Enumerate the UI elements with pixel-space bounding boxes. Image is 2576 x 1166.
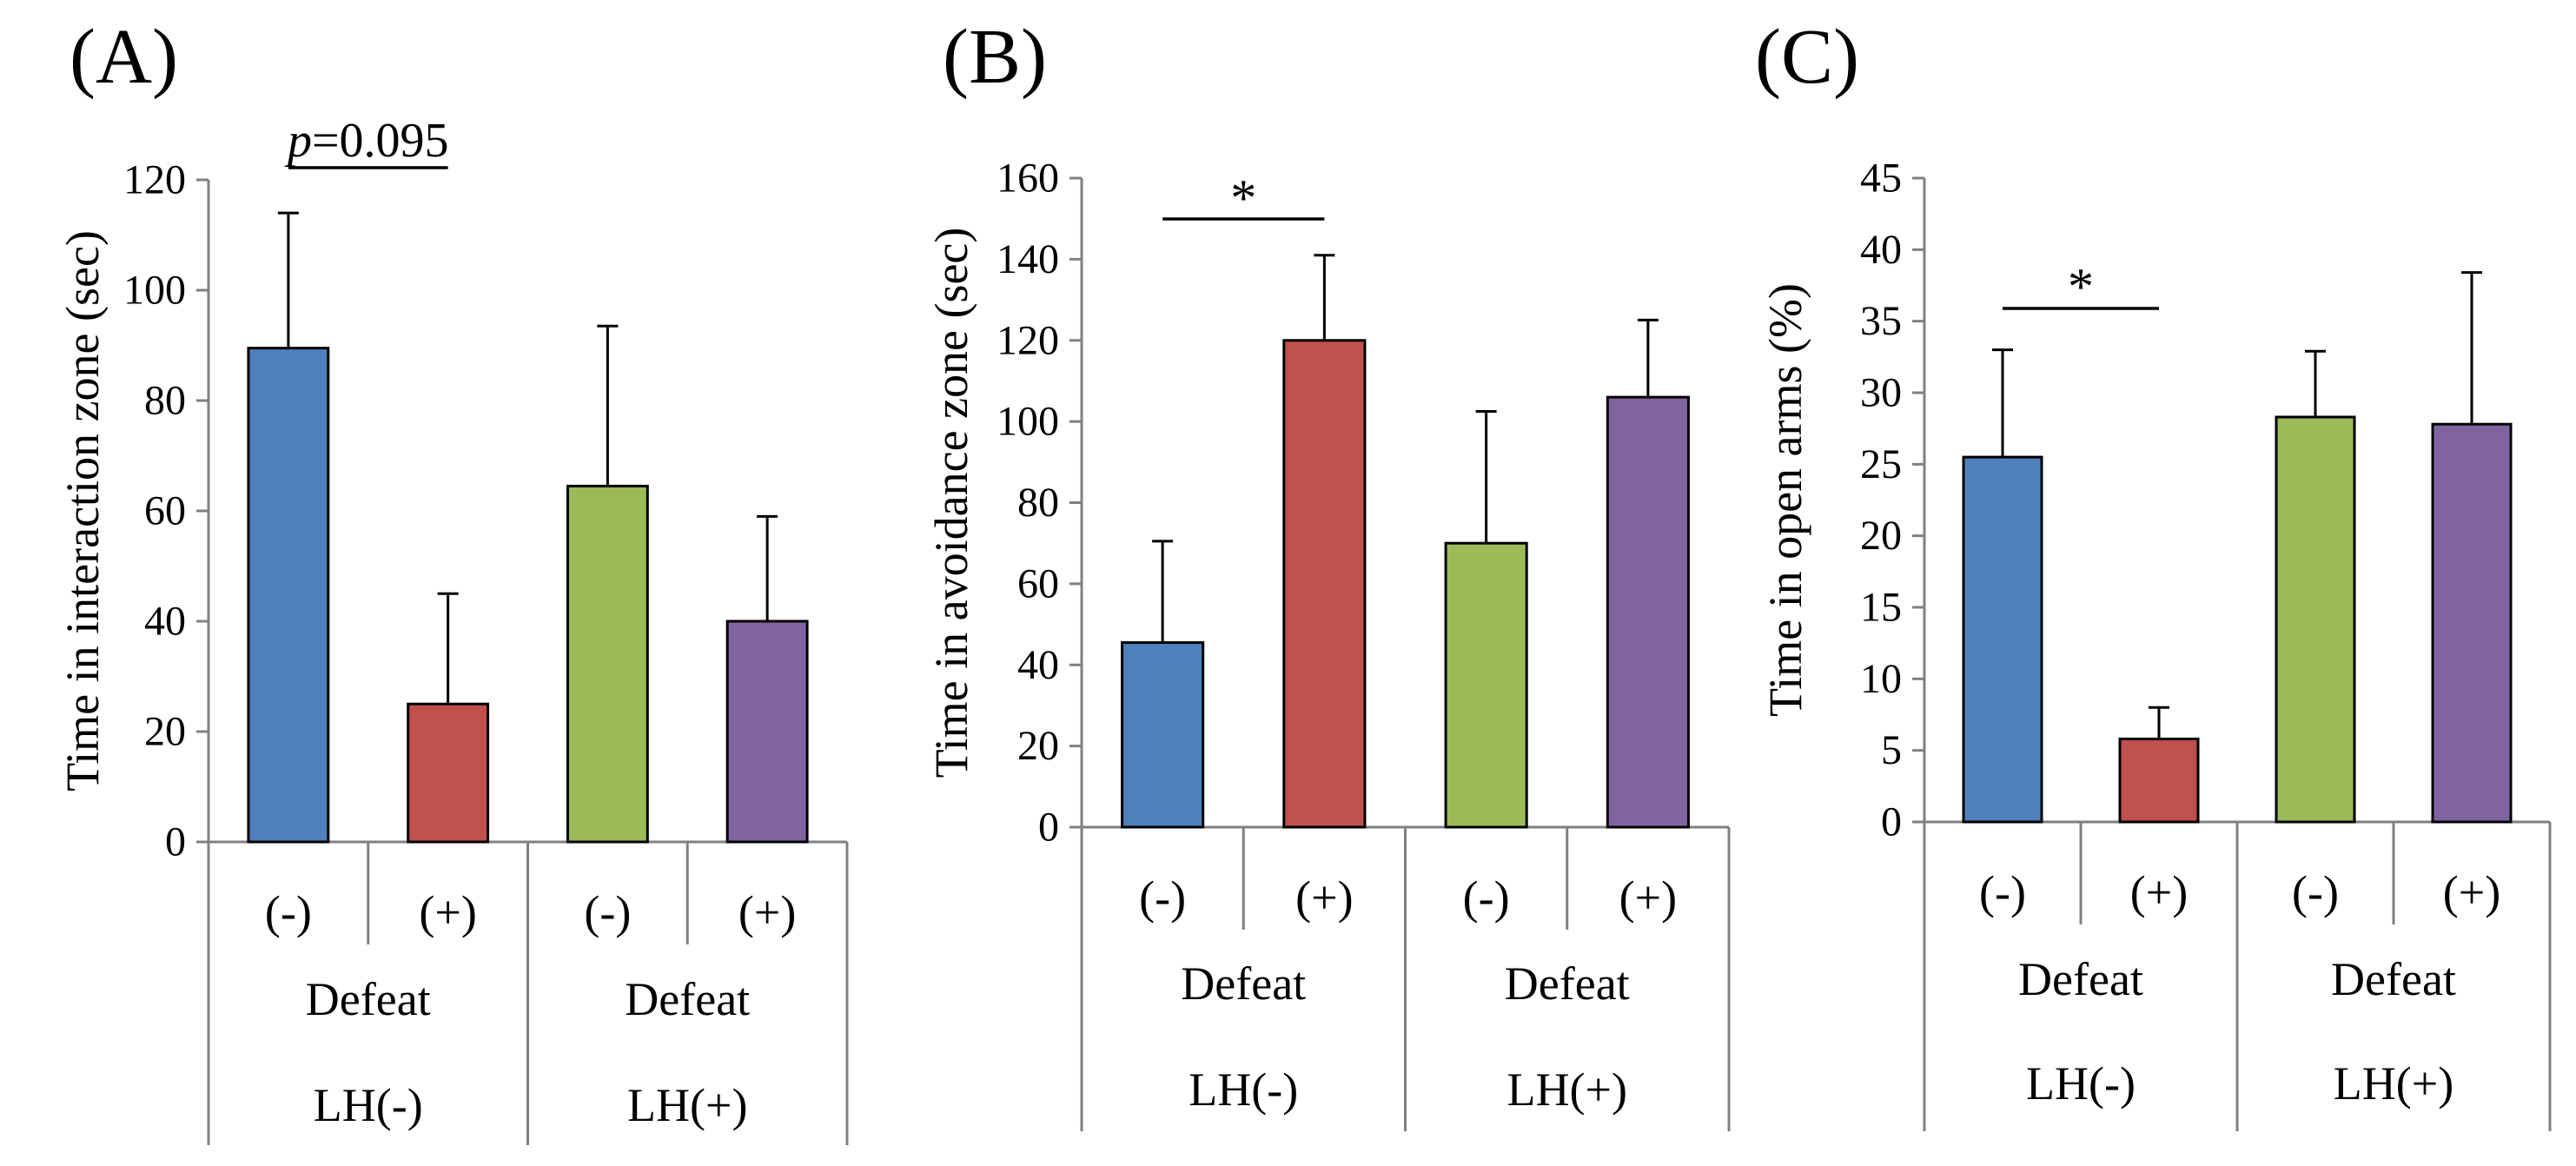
x-group-label: Defeat xyxy=(2018,953,2143,1005)
significance-label: p=0.095 xyxy=(284,114,449,168)
x-group-label: Defeat xyxy=(2331,953,2456,1005)
significance-value: =0.095 xyxy=(312,114,449,168)
panel-label: (C) xyxy=(1755,14,1859,100)
y-tick-label: 20 xyxy=(144,709,186,755)
significance-star: * xyxy=(1230,169,1256,227)
x-subgroup-label: LH(+) xyxy=(627,1079,747,1131)
panel-c: (C) Time in open arms (%) 0 5 10 15 20 25 30 35 40… xyxy=(1755,14,2552,1131)
x-subgroup-label: LH(+) xyxy=(1507,1063,1627,1116)
significance-p: p xyxy=(284,114,312,168)
bar xyxy=(1962,455,2043,824)
y-axis-label: Time in open arms (%) xyxy=(1759,283,1811,717)
y-tick-label: 45 xyxy=(1860,156,1902,202)
bar xyxy=(2275,415,2356,824)
y-tick-label: 100 xyxy=(123,268,186,314)
bar xyxy=(1606,395,1690,829)
x-category-label: (+) xyxy=(2130,866,2188,918)
y-tick-label: 25 xyxy=(1860,441,1902,487)
y-tick-label: 20 xyxy=(1860,513,1902,559)
x-subgroup-label: LH(-) xyxy=(2026,1057,2136,1110)
x-category-label: (-) xyxy=(2292,866,2339,918)
y-tick-label: 0 xyxy=(1881,799,1902,845)
y-axis-label: Time in interaction zone (sec) xyxy=(56,230,109,792)
x-category-label: (-) xyxy=(1139,871,1186,924)
x-category-label: (+) xyxy=(1619,871,1677,924)
y-tick-label: 40 xyxy=(144,599,186,645)
y-tick-label: 140 xyxy=(997,236,1059,282)
panel-a: (A) Time in interaction zone (sec) 0 20 40 60… xyxy=(56,14,849,1145)
y-tick-label: 35 xyxy=(1860,298,1902,344)
x-group-label: Defeat xyxy=(306,973,431,1025)
x-category-label: (-) xyxy=(1463,871,1510,924)
x-group-label: Defeat xyxy=(1505,957,1630,1010)
bar xyxy=(1282,339,1367,829)
y-tick-label: 120 xyxy=(997,317,1059,363)
y-tick-label: 40 xyxy=(1017,642,1059,688)
x-category-label: (-) xyxy=(265,886,312,938)
bar xyxy=(1121,641,1205,829)
y-tick-label: 0 xyxy=(1038,805,1059,851)
y-tick-label: 20 xyxy=(1017,723,1059,769)
x-subgroup-label: LH(-) xyxy=(1189,1063,1298,1116)
x-category-label: (-) xyxy=(584,886,631,938)
bar xyxy=(2118,737,2200,824)
y-tick-label: 10 xyxy=(1860,656,1902,702)
y-tick-label: 60 xyxy=(1017,560,1059,606)
panel-label: (A) xyxy=(70,14,178,100)
x-category-label: (+) xyxy=(2443,866,2500,918)
x-category-label: (+) xyxy=(419,886,476,938)
y-tick-label: 80 xyxy=(144,378,186,424)
bar xyxy=(407,702,490,844)
significance-star: * xyxy=(2068,258,2094,315)
y-tick-label: 0 xyxy=(165,819,186,865)
x-group-label: Defeat xyxy=(1181,957,1306,1010)
bar xyxy=(247,347,330,844)
bar xyxy=(1444,541,1528,829)
panel-b: (B) Time in avoidance zone (sec) 0 20 40 60 80… xyxy=(925,14,1731,1131)
y-tick-label: 30 xyxy=(1860,370,1902,416)
y-tick-label: 15 xyxy=(1860,585,1902,631)
y-tick-label: 120 xyxy=(123,157,186,203)
y-axis-label: Time in avoidance zone (sec) xyxy=(925,228,977,778)
y-tick-label: 80 xyxy=(1017,480,1059,526)
bar xyxy=(725,619,809,844)
y-tick-label: 100 xyxy=(997,399,1059,445)
bar xyxy=(566,484,649,844)
panel-label: (B) xyxy=(943,14,1047,100)
bar xyxy=(2431,422,2513,824)
x-subgroup-label: LH(+) xyxy=(2334,1057,2453,1110)
y-tick-label: 60 xyxy=(144,488,186,534)
x-subgroup-label: LH(-) xyxy=(314,1079,423,1131)
x-category-label: (+) xyxy=(1295,871,1353,924)
x-group-label: Defeat xyxy=(625,973,750,1025)
x-category-label: (+) xyxy=(738,886,796,938)
x-category-label: (-) xyxy=(1979,866,2026,918)
y-tick-label: 160 xyxy=(997,156,1059,202)
y-tick-label: 5 xyxy=(1881,727,1902,773)
y-tick-label: 40 xyxy=(1860,227,1902,273)
